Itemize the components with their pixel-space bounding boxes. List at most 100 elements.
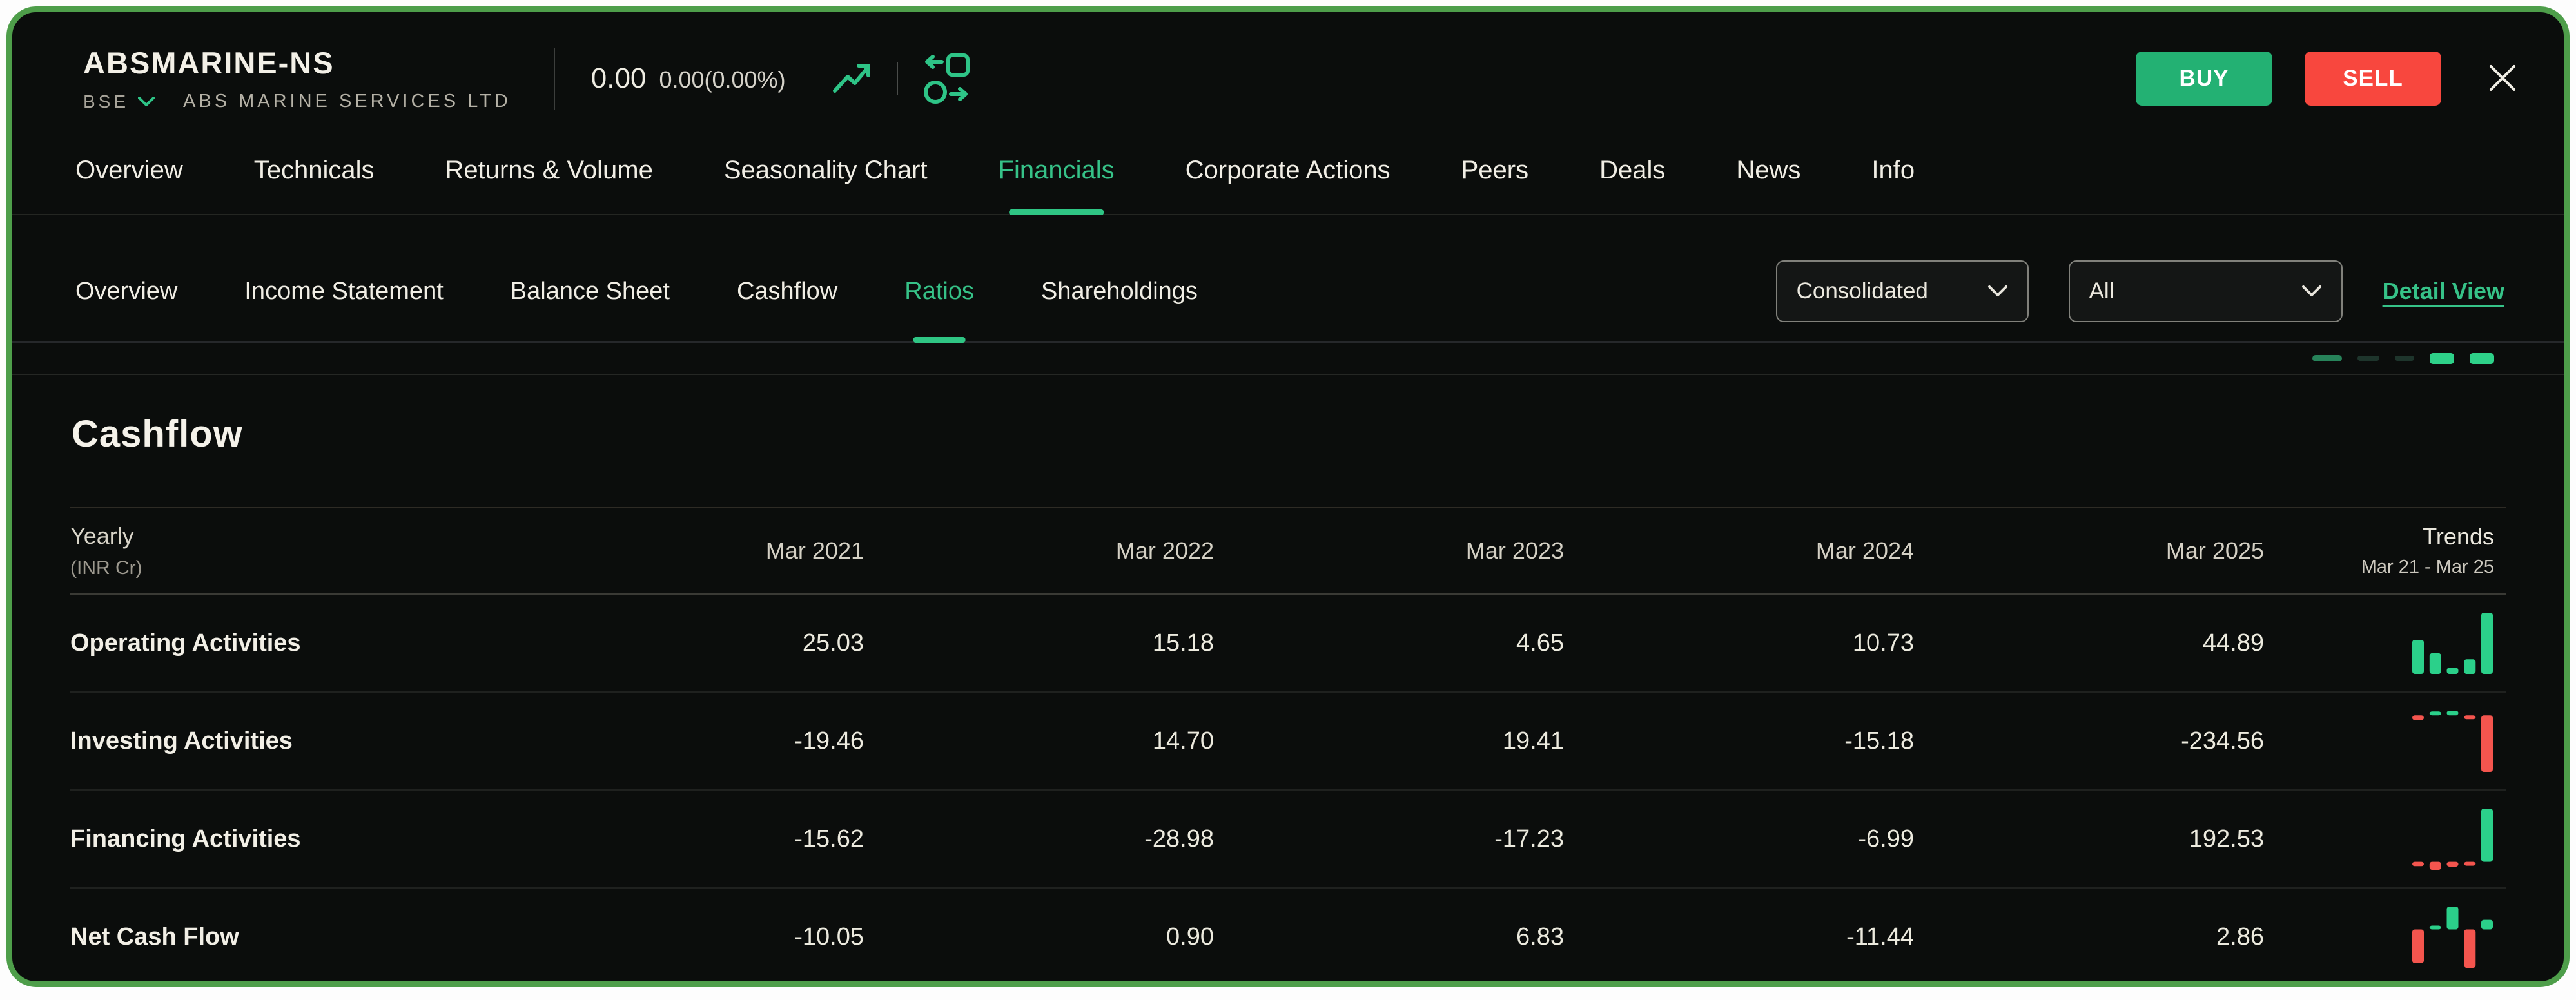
table-controls: Consolidated All Detail View xyxy=(1775,260,2504,322)
header: ABSMARINE-NS BSE ABS MARINE SERVICES LTD… xyxy=(12,30,2564,127)
tab-overview[interactable]: Overview xyxy=(75,156,183,184)
table-row-net-cash-flow: Net Cash Flow -10.05 0.90 6.83 -11.44 2.86 xyxy=(70,889,2506,981)
subtab-overview[interactable]: Overview xyxy=(75,277,178,305)
row-trend-cell xyxy=(2264,612,2506,674)
tab-info[interactable]: Info xyxy=(1871,156,1915,184)
close-icon xyxy=(2490,64,2515,91)
trending-up-icon xyxy=(832,64,870,93)
year-header-mar-2023: Mar 2023 xyxy=(1465,537,1564,564)
price-change: 0.00(0.00%) xyxy=(659,66,786,93)
row-value: 2.86 xyxy=(2216,923,2264,950)
icon-divider xyxy=(896,63,898,95)
row-value: -11.44 xyxy=(1846,923,1914,950)
price-chart-button[interactable] xyxy=(832,61,872,96)
consolidation-dropdown-value: Consolidated xyxy=(1796,278,1928,303)
table-body: Operating Activities 25.03 15.18 4.65 10.73 4… xyxy=(70,595,2506,981)
table-header-row: Yearly (INR Cr) Mar 2021 Mar 2022 Mar 2023… xyxy=(70,507,2506,595)
tab-technicals[interactable]: Technicals xyxy=(253,156,375,184)
row-label: Operating Activities xyxy=(70,629,301,657)
scrolled-row-remnant xyxy=(12,343,2564,375)
chevron-down-icon xyxy=(1987,285,2007,296)
buy-button[interactable]: BUY xyxy=(2136,52,2272,106)
row-value: -234.56 xyxy=(2181,727,2264,755)
consolidation-dropdown[interactable]: Consolidated xyxy=(1775,260,2029,322)
row-value: 0.90 xyxy=(1166,923,1214,950)
subtab-ratios[interactable]: Ratios xyxy=(904,241,974,343)
tab-corporate-actions[interactable]: Corporate Actions xyxy=(1185,156,1390,184)
stock-symbol: ABSMARINE-NS xyxy=(83,46,335,80)
row-label: Investing Activities xyxy=(70,727,293,755)
spark-bar xyxy=(2430,352,2454,364)
tab-peers[interactable]: Peers xyxy=(1461,156,1529,184)
trends-range: Mar 21 - Mar 25 xyxy=(2361,557,2494,577)
row-value: -6.99 xyxy=(1858,825,1914,852)
spark-bar xyxy=(2395,356,2414,361)
unit-label: (INR Cr) xyxy=(70,557,142,579)
active-tab-indicator xyxy=(1008,209,1104,215)
row-value: -15.18 xyxy=(1844,727,1914,755)
row-label: Net Cash Flow xyxy=(70,923,239,950)
close-button[interactable] xyxy=(2488,63,2517,95)
trend-sparkline xyxy=(2412,808,2493,870)
row-trend-cell xyxy=(2264,808,2506,870)
period-header: Yearly (INR Cr) xyxy=(70,523,514,579)
row-value: -17.23 xyxy=(1494,825,1564,852)
financials-subtabs-bar: Overview Income Statement Balance Sheet Cas… xyxy=(12,215,2564,343)
stock-detail-modal: ABSMARINE-NS BSE ABS MARINE SERVICES LTD… xyxy=(6,6,2570,987)
tab-deals[interactable]: Deals xyxy=(1599,156,1666,184)
trends-header: Trends Mar 21 - Mar 25 xyxy=(2264,523,2506,578)
tab-news[interactable]: News xyxy=(1736,156,1801,184)
tab-financials[interactable]: Financials xyxy=(999,127,1115,215)
row-value: 6.83 xyxy=(1516,923,1564,950)
row-value: 4.65 xyxy=(1516,629,1564,657)
tab-returns-volume[interactable]: Returns & Volume xyxy=(445,156,653,184)
sell-button[interactable]: SELL xyxy=(2305,52,2441,106)
period-label: Yearly xyxy=(70,522,134,549)
chevron-down-icon xyxy=(2301,285,2321,296)
year-header-mar-2025: Mar 2025 xyxy=(2165,537,2264,564)
symbol-block: ABSMARINE-NS BSE ABS MARINE SERVICES LTD xyxy=(83,45,511,112)
year-header-mar-2024: Mar 2024 xyxy=(1815,537,1914,564)
financials-subtabs: Overview Income Statement Balance Sheet Cas… xyxy=(75,241,1198,343)
active-subtab-indicator xyxy=(913,337,966,343)
trend-sparkline xyxy=(2412,710,2493,772)
swap-stock-button[interactable] xyxy=(922,53,973,104)
row-trend-cell xyxy=(2264,710,2506,772)
swap-stock-icon xyxy=(923,53,970,104)
period-filter-dropdown[interactable]: All xyxy=(2068,260,2343,322)
row-value: -19.46 xyxy=(794,727,864,755)
subtab-shareholdings[interactable]: Shareholdings xyxy=(1040,277,1198,305)
trends-label: Trends xyxy=(2423,523,2494,550)
price-block: 0.00 0.00(0.00%) xyxy=(591,63,786,95)
row-value: 15.18 xyxy=(1152,629,1214,657)
row-trend-cell xyxy=(2264,906,2506,968)
row-value: 14.70 xyxy=(1152,727,1214,755)
trend-sparkline-partial xyxy=(2312,352,2494,364)
year-header-mar-2022: Mar 2022 xyxy=(1115,537,1214,564)
chevron-down-icon xyxy=(138,96,155,106)
exchange-selector[interactable]: BSE xyxy=(83,91,155,112)
cashflow-table: Yearly (INR Cr) Mar 2021 Mar 2022 Mar 2023… xyxy=(70,507,2506,981)
table-row-financing-activities: Financing Activities -15.62 -28.98 -17.23 -6… xyxy=(70,791,2506,889)
row-value: 25.03 xyxy=(802,629,864,657)
table-row-operating-activities: Operating Activities 25.03 15.18 4.65 10.73 4… xyxy=(70,595,2506,693)
stock-price: 0.00 xyxy=(590,63,647,94)
row-value: 19.41 xyxy=(1502,727,1564,755)
subtab-income-statement[interactable]: Income Statement xyxy=(244,277,444,305)
row-value: -28.98 xyxy=(1144,825,1214,852)
subtab-balance-sheet[interactable]: Balance Sheet xyxy=(510,277,670,305)
spark-bar xyxy=(2312,355,2342,361)
spark-bar xyxy=(2470,352,2494,364)
tab-seasonality-chart[interactable]: Seasonality Chart xyxy=(723,156,928,184)
trend-sparkline xyxy=(2412,906,2493,968)
subtab-cashflow[interactable]: Cashflow xyxy=(736,277,838,305)
table-row-investing-activities: Investing Activities -19.46 14.70 19.41 -15.… xyxy=(70,693,2506,791)
period-filter-dropdown-value: All xyxy=(2089,278,2114,303)
vertical-divider xyxy=(553,48,555,110)
row-value: 10.73 xyxy=(1852,629,1914,657)
row-value: -15.62 xyxy=(794,825,864,852)
row-value: -10.05 xyxy=(794,923,864,950)
company-name: ABS MARINE SERVICES LTD xyxy=(183,91,511,111)
spark-bar xyxy=(2357,356,2379,361)
detail-view-link[interactable]: Detail View xyxy=(2382,278,2504,304)
